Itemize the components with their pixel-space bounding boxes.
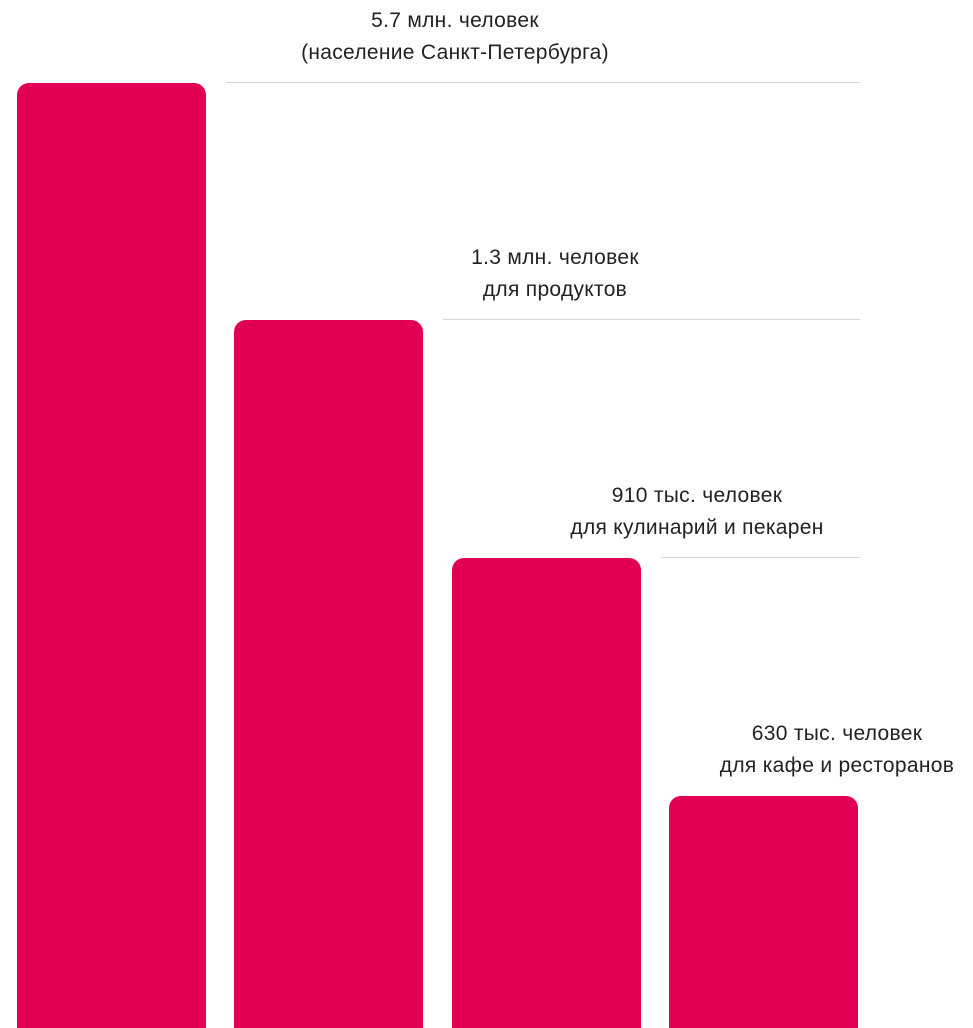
bar-guide-line-2 — [443, 319, 860, 320]
bar-category-label-4: для кафе и ресторанов — [719, 754, 955, 777]
bar-value-label-4: 630 тыс. человек — [751, 722, 923, 745]
bar-2 — [234, 320, 423, 1028]
bar-guide-line-1 — [226, 82, 860, 83]
bar-3 — [452, 558, 641, 1028]
bar-category-label-1: (население Санкт-Петербурга) — [301, 41, 609, 64]
bar-1 — [17, 83, 206, 1028]
bar-value-label-3: 910 тыс. человек — [611, 484, 783, 507]
bar-value-label-2: 1.3 млн. человек — [471, 246, 639, 269]
bar-category-label-3: для кулинарий и пекарен — [570, 516, 824, 539]
bar-guide-line-3 — [661, 557, 860, 558]
bar-4 — [669, 796, 858, 1028]
bar-category-label-2: для продуктов — [482, 278, 628, 301]
bar-value-label-1: 5.7 млн. человек — [371, 9, 539, 32]
